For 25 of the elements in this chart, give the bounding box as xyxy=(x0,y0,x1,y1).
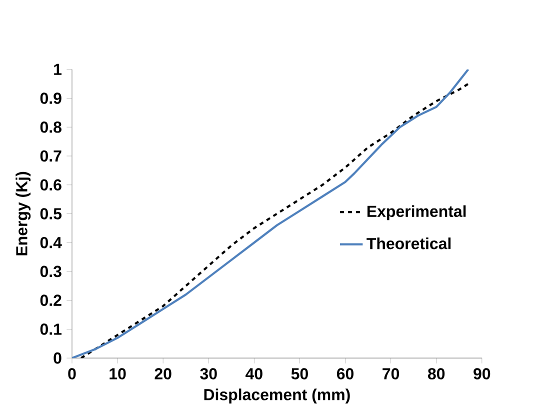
y-tick-label: 0.1 xyxy=(40,324,62,335)
y-tick-label: 0.7 xyxy=(40,150,62,162)
x-tick-label: 50 xyxy=(291,368,308,380)
y-tick-label: 0.6 xyxy=(40,179,62,191)
x-tick-label: 30 xyxy=(200,368,217,380)
x-tick-label: 80 xyxy=(428,368,445,380)
x-tick-label: 90 xyxy=(474,368,490,380)
y-tick-label: 0.4 xyxy=(40,237,62,248)
x-tick-label: 70 xyxy=(382,368,400,380)
y-axis-title: Energy (Kj) xyxy=(16,172,31,256)
y-tick-label: 0.5 xyxy=(40,208,62,220)
x-axis-title: Displacement (mm) xyxy=(204,388,350,404)
legend-label: Experimental xyxy=(367,205,466,220)
x-tick-label: 0 xyxy=(68,368,76,380)
x-tick-label: 20 xyxy=(154,368,172,380)
x-tick-label: 40 xyxy=(246,368,262,380)
legend-label: Theoretical xyxy=(366,238,451,250)
y-tick-label: 0.3 xyxy=(40,266,62,278)
y-tick-label: 0.2 xyxy=(40,294,62,306)
y-tick-label: 0 xyxy=(54,352,62,364)
y-tick-label: 1 xyxy=(54,64,62,76)
x-tick-label: 10 xyxy=(110,368,126,380)
x-tick-label: 60 xyxy=(336,368,354,380)
y-tick-label: 0.9 xyxy=(40,92,62,104)
y-tick-label: 0.8 xyxy=(40,122,62,133)
